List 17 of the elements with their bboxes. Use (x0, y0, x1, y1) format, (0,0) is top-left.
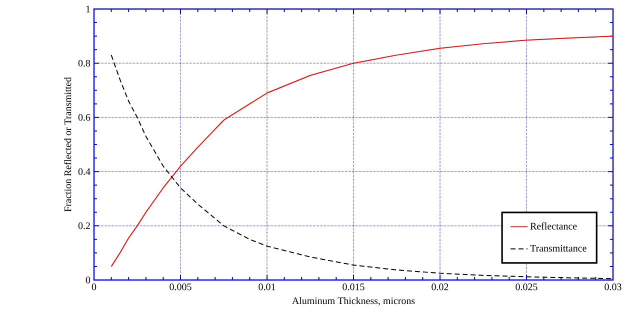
x-tick-label: 0 (92, 284, 96, 290)
y-tick-label: 0.4 (78, 168, 90, 175)
x-tick-label: 0.01 (258, 284, 276, 290)
y-tick-label: 0.6 (78, 114, 90, 121)
x-tick-label: 0.03 (604, 284, 622, 290)
x-tick-label: 0.02 (432, 284, 448, 290)
y-tick-label: 0 (86, 276, 90, 284)
x-axis-title: Aluminum Thickness, microns (292, 297, 415, 306)
y-tick-label: 0.8 (78, 60, 90, 67)
legend-label: Transmittance (530, 244, 586, 252)
x-tick-label: 0.025 (516, 284, 538, 290)
y-axis-title: Fraction Reflected or Transmitted (64, 77, 72, 212)
y-tick-label: 0.2 (78, 222, 90, 230)
x-tick-label: 0.015 (342, 284, 364, 290)
x-tick-label: 0.005 (170, 284, 192, 290)
legend-label: Reflectance (530, 222, 577, 230)
y-tick-label: 1 (86, 6, 90, 12)
